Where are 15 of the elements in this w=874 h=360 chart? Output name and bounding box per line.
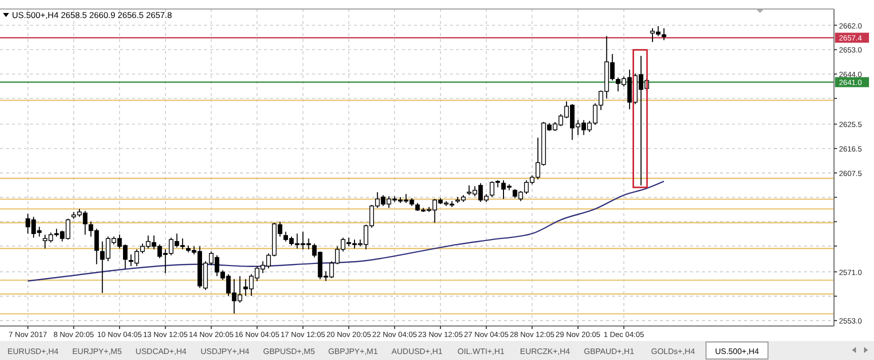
text: USDJPY+,H4 xyxy=(200,347,250,356)
text: GOLDs+,H4 xyxy=(651,347,696,356)
text: AUDUSD+,H1 xyxy=(392,347,443,356)
chart-title: US.500+,H4 2658.5 2660.9 2656.5 2657.8 xyxy=(12,10,172,20)
text: US.500+,H4 xyxy=(715,347,760,356)
text: GBPAUD+,H1 xyxy=(584,347,635,356)
text: GBPJPY+,M1 xyxy=(328,347,378,356)
text: EURJPY+,M5 xyxy=(72,347,122,356)
text: EURUSD+,H4 xyxy=(8,347,59,356)
text: OIL.WTI+,H1 xyxy=(458,347,505,356)
text: USDCAD+,H4 xyxy=(136,347,187,356)
text: GBPUSD+,M5 xyxy=(263,347,316,356)
line-series xyxy=(27,180,665,282)
text: EURCZK+,H4 xyxy=(520,347,571,356)
candlestick xyxy=(662,28,666,41)
